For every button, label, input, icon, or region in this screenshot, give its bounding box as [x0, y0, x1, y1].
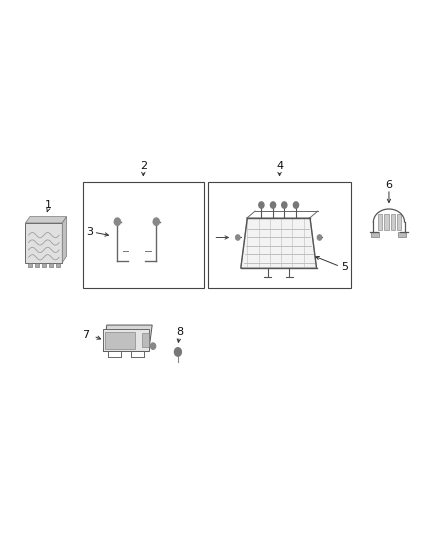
Circle shape	[151, 343, 155, 349]
Text: 7: 7	[82, 330, 90, 340]
Polygon shape	[25, 216, 67, 223]
Circle shape	[259, 202, 264, 208]
Circle shape	[282, 202, 287, 208]
Circle shape	[270, 202, 276, 208]
Polygon shape	[103, 325, 152, 351]
Circle shape	[114, 218, 120, 225]
Polygon shape	[62, 216, 67, 263]
Bar	[56, 263, 60, 267]
Text: 1: 1	[45, 199, 52, 209]
Polygon shape	[25, 223, 62, 263]
Polygon shape	[241, 217, 317, 268]
Text: 8: 8	[177, 327, 184, 337]
Bar	[384, 214, 389, 230]
Circle shape	[318, 235, 321, 240]
Bar	[398, 232, 406, 238]
Circle shape	[293, 202, 299, 208]
Bar	[378, 214, 382, 230]
Bar	[42, 263, 46, 267]
Bar	[371, 232, 379, 238]
Bar	[49, 263, 53, 267]
Text: 2: 2	[140, 161, 147, 171]
Bar	[83, 182, 204, 288]
Text: 3: 3	[86, 227, 93, 237]
Circle shape	[153, 218, 159, 225]
Bar	[142, 334, 149, 347]
Bar	[397, 214, 402, 230]
Bar	[391, 214, 395, 230]
Circle shape	[236, 235, 240, 240]
Bar	[208, 182, 351, 288]
Bar	[106, 332, 135, 349]
Bar	[35, 263, 39, 267]
Text: 6: 6	[385, 180, 392, 190]
Bar	[103, 329, 149, 351]
Text: 4: 4	[276, 161, 283, 171]
Circle shape	[174, 348, 181, 356]
Text: 5: 5	[341, 262, 348, 271]
Bar	[28, 263, 32, 267]
